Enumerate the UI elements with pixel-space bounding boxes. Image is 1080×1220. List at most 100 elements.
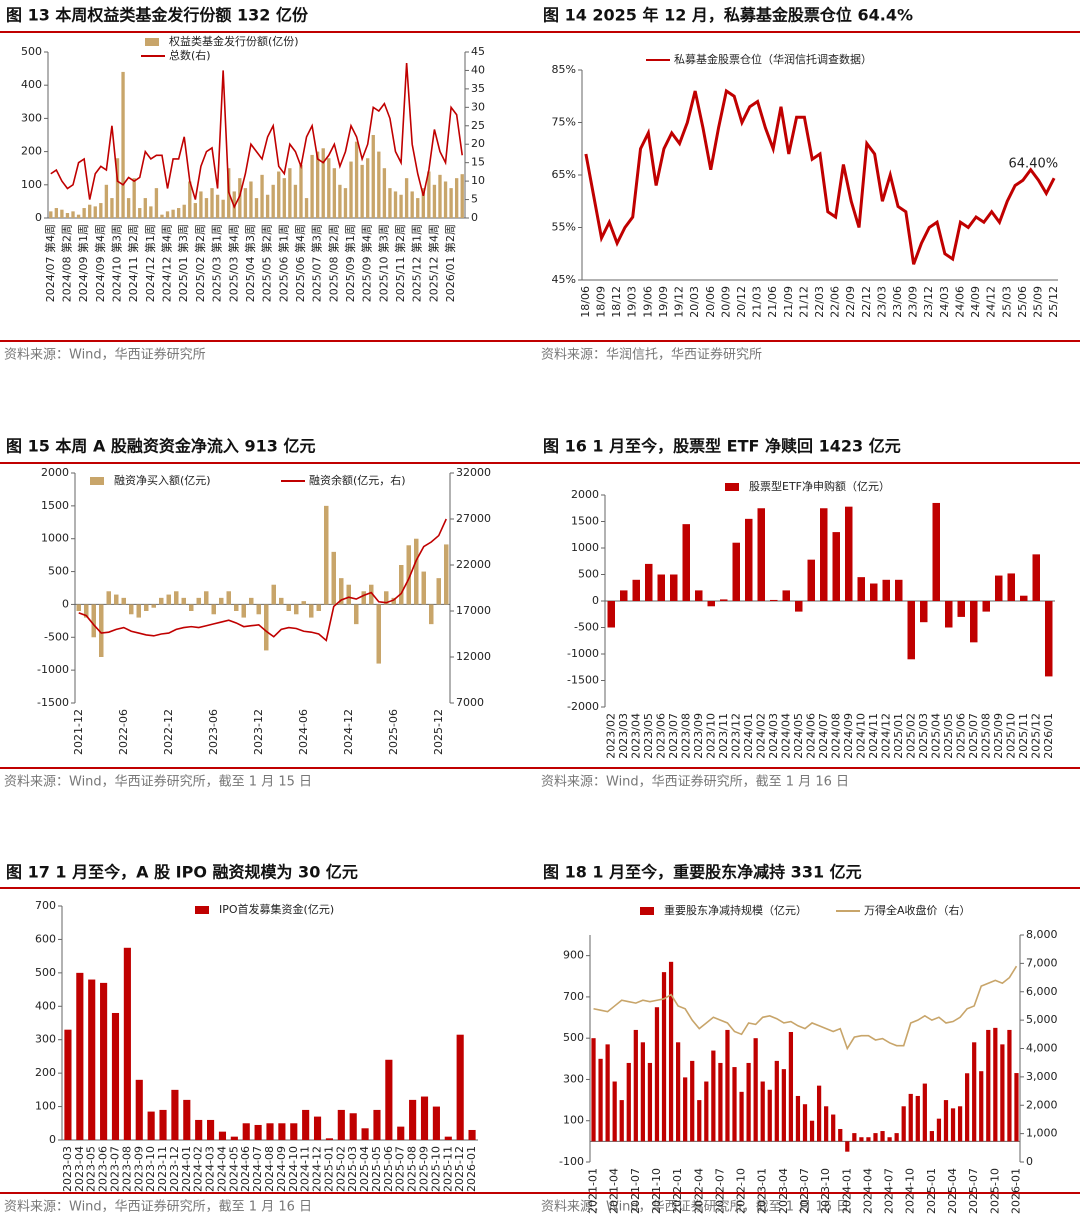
- bar: [444, 544, 449, 605]
- x-tick-label: 2024-09: [275, 1146, 288, 1192]
- bar: [880, 1131, 885, 1142]
- bar: [264, 604, 269, 651]
- bar: [393, 191, 398, 218]
- bar: [204, 591, 209, 605]
- x-tick-label: 2024-07: [251, 1146, 264, 1192]
- source: 资料来源：Wind，华西证券研究所，截至 1 月 16 日: [541, 774, 849, 790]
- y-tick-label: 1500: [41, 499, 69, 512]
- bar: [115, 158, 120, 218]
- y2-tick-label: 7,000: [1026, 956, 1058, 969]
- bar: [932, 502, 940, 601]
- y-tick-label: 2000: [41, 466, 69, 479]
- x-tick-label: 2025/10 第3周: [376, 224, 390, 302]
- bar: [707, 601, 715, 607]
- x-tick-label: 2021-10: [650, 1168, 663, 1214]
- x-tick-label: 2025-10: [429, 1146, 442, 1192]
- bar: [845, 506, 853, 601]
- bar: [221, 199, 225, 218]
- x-tick-label: 2022-06: [117, 709, 130, 755]
- bar: [337, 1109, 345, 1140]
- x-tick-label: 21/03: [751, 286, 764, 318]
- x-tick-label: 2023-06: [207, 709, 220, 755]
- bar: [171, 209, 175, 218]
- x-tick-label: 22/03: [813, 286, 826, 318]
- x-tick-label: 2025/06: [954, 713, 967, 759]
- x-tick-label: 2024/04: [779, 713, 792, 759]
- x-tick-label: 23/06: [891, 286, 904, 318]
- bar: [181, 597, 186, 605]
- bar: [633, 1029, 638, 1142]
- y2-tick-label: 7000: [456, 696, 484, 709]
- y-tick-label: 2000: [571, 488, 599, 501]
- x-tick-label: 19/03: [626, 286, 639, 318]
- bar: [76, 972, 84, 1140]
- bar: [436, 578, 441, 605]
- bar: [110, 198, 114, 218]
- y2-tick-label: 8,000: [1026, 928, 1058, 941]
- y2-tick-label: 10: [471, 174, 485, 187]
- x-tick-label: 2025/07: [967, 713, 980, 759]
- bar: [183, 1099, 191, 1140]
- bar: [219, 597, 224, 605]
- bar: [870, 583, 878, 601]
- x-tick-label: 2023-03: [61, 1146, 74, 1192]
- bar: [354, 604, 359, 625]
- bar: [76, 214, 81, 218]
- bar: [204, 198, 209, 218]
- bar: [315, 151, 320, 218]
- bar: [404, 178, 409, 218]
- y-tick-label: 0: [592, 594, 599, 607]
- x-tick-label: 2023-04: [73, 1146, 86, 1192]
- bar: [859, 1137, 864, 1142]
- x-tick-label: 2024/10: [854, 713, 867, 759]
- bar: [816, 1085, 822, 1142]
- bar: [332, 168, 337, 218]
- bar: [230, 1136, 238, 1140]
- y-tick-label: -1000: [567, 647, 599, 660]
- bar: [182, 204, 186, 218]
- bar: [760, 1081, 765, 1142]
- bar: [132, 178, 136, 218]
- bar: [427, 171, 431, 218]
- bar: [302, 1109, 310, 1140]
- chart-title: 图 16 1 月至今，股票型 ETF 净赎回 1423 亿元: [543, 437, 901, 456]
- y-tick-label: 200: [21, 145, 42, 158]
- bar: [697, 1100, 702, 1142]
- bar: [873, 1133, 878, 1142]
- bar: [165, 211, 170, 218]
- bar: [972, 1042, 977, 1142]
- bar: [449, 188, 453, 218]
- x-tick-label: 2026/01: [1042, 713, 1055, 759]
- x-tick-label: 2023-07: [798, 1168, 811, 1214]
- source: 资料来源：华润信托，华西证券研究所: [541, 347, 762, 363]
- x-tick-label: 2022-04: [692, 1168, 705, 1214]
- legend-swatch: [90, 477, 104, 485]
- bar: [166, 594, 171, 605]
- x-tick-label: 2024-04: [215, 1146, 228, 1192]
- x-tick-label: 2023/05: [642, 713, 655, 759]
- x-tick-label: 2023-06: [97, 1146, 110, 1192]
- legend-label: 融资净买入额(亿元): [114, 473, 211, 487]
- y2-tick-label: 12000: [456, 650, 491, 663]
- bar: [832, 532, 840, 601]
- x-tick-label: 2024-12: [311, 1146, 324, 1192]
- x-tick-label: 2024/09 第4周: [93, 224, 107, 302]
- bar: [135, 1079, 143, 1140]
- bar: [71, 211, 75, 218]
- x-tick-label: 2025-01: [322, 1146, 335, 1192]
- bar: [432, 184, 437, 218]
- y2-tick-label: 6,000: [1026, 985, 1058, 998]
- bar: [373, 1109, 381, 1140]
- x-tick-label: 25/06: [1016, 286, 1029, 318]
- bar: [399, 565, 404, 605]
- y-tick-label: 1500: [571, 515, 599, 528]
- bar: [129, 604, 134, 615]
- y2-tick-label: 2,000: [1026, 1098, 1058, 1111]
- x-tick-label: 2023-11: [156, 1146, 169, 1192]
- bar: [970, 601, 978, 643]
- bar: [159, 1109, 167, 1140]
- bar: [645, 563, 653, 601]
- x-tick-label: 2025/06 第1周: [276, 224, 290, 302]
- bar: [683, 1077, 688, 1142]
- bar: [114, 594, 119, 605]
